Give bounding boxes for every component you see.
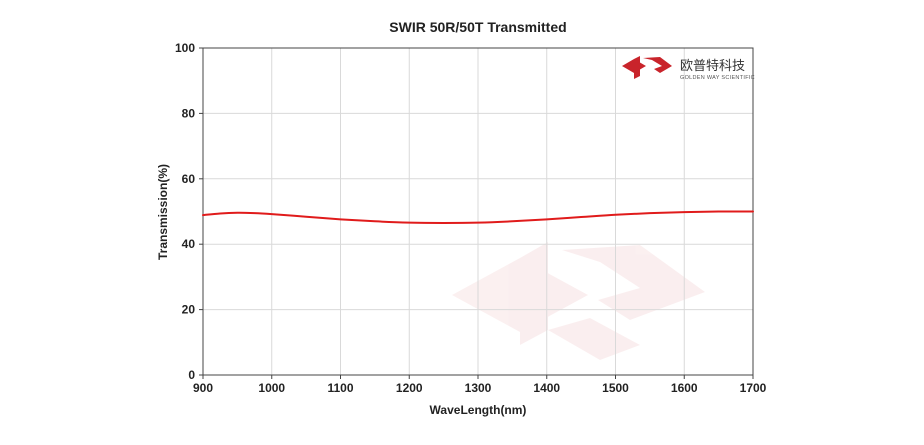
logo-name-cn: 欧普特科技: [680, 58, 745, 73]
x-axis-label: WaveLength(nm): [430, 403, 527, 417]
x-tick-label: 1600: [671, 381, 698, 395]
logo-mark-icon: [622, 56, 672, 79]
y-tick-label: 60: [182, 172, 196, 186]
y-tick-label: 100: [175, 41, 195, 55]
x-tick-label: 1500: [602, 381, 629, 395]
grid-lines: [203, 48, 753, 375]
y-tick-label: 20: [182, 303, 196, 317]
x-tick-label: 1000: [258, 381, 285, 395]
watermark-logo: [452, 242, 705, 360]
x-axis-ticks: 900 1000 1100 1200 1300 1400 1500 1600 1700: [193, 375, 767, 395]
x-tick-label: 900: [193, 381, 213, 395]
logo-name-en: GOLDEN WAY SCIENTIFIC: [680, 75, 755, 81]
y-axis-ticks: 0 20 40 60 80 100: [175, 41, 203, 382]
x-tick-label: 1700: [740, 381, 767, 395]
y-axis-label: Transmission(%): [156, 164, 170, 260]
y-tick-label: 0: [188, 368, 195, 382]
company-logo: 欧普特科技 GOLDEN WAY SCIENTIFIC: [622, 56, 755, 81]
y-tick-label: 40: [182, 237, 196, 251]
x-tick-label: 1200: [396, 381, 423, 395]
x-tick-label: 1100: [327, 381, 353, 395]
chart-title: SWIR 50R/50T Transmitted: [389, 19, 566, 35]
y-tick-label: 80: [182, 106, 196, 120]
x-tick-label: 1300: [465, 381, 492, 395]
series-line: [202, 210, 754, 224]
x-tick-label: 1400: [533, 381, 560, 395]
